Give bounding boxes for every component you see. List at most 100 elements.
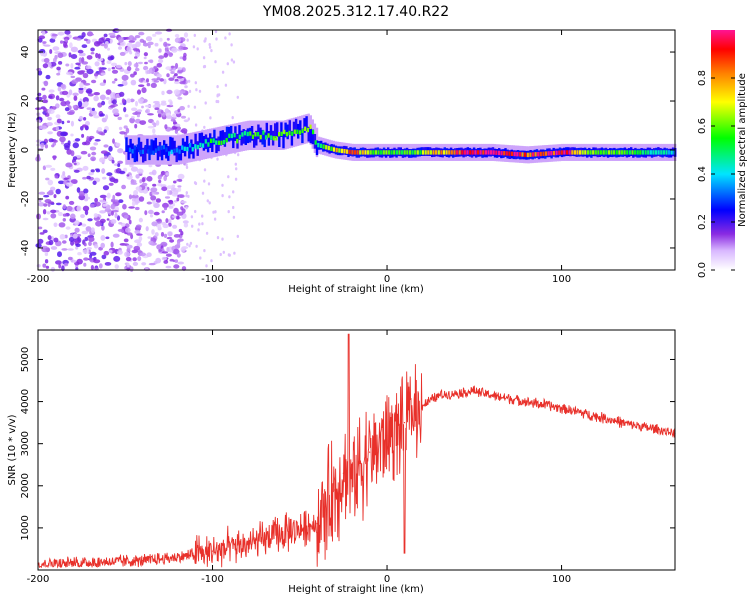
spectrogram-noise-cell [113, 178, 119, 184]
spectrogram-noise-cell [81, 141, 87, 146]
spectrogram-ridge-cell [290, 130, 294, 146]
spectrogram-ridge-cell [483, 148, 486, 158]
spectrogram-noise-cell [132, 48, 140, 51]
spectrogram-noise-cell [113, 255, 121, 262]
spectrogram-noise-cell [134, 67, 140, 72]
spectrogram-noise-cell [136, 233, 143, 236]
spectrogram-noise-cell [93, 244, 99, 249]
spectrogram-noise-cell [73, 95, 78, 101]
spectrogram-ridge-core [215, 140, 218, 145]
spectrogram-noise-cell [168, 222, 172, 227]
spectrogram-noise-cell [148, 164, 153, 168]
spectrogram-noise-cell [86, 247, 93, 250]
spectrogram-noise-cell [108, 145, 113, 152]
spectrogram-noise-cell [153, 211, 160, 216]
spectrogram-ridge-cell [240, 130, 243, 146]
spectrogram-noise-cell [68, 237, 75, 242]
spectrogram-noise-cell [180, 206, 184, 211]
spectrogram-noise-cell [61, 248, 68, 251]
spectrogram-ridge-cell [150, 139, 153, 155]
spectrogram-noise-cell [39, 232, 45, 235]
spectrogram-ridge-cell [244, 130, 247, 145]
spectrogram-noise-cell [174, 81, 180, 85]
spectrogram-ridge-cell [139, 141, 143, 157]
spectrogram-noise-cell [166, 73, 170, 78]
spectrogram-noise-cell [77, 101, 83, 107]
spectrogram-ridge-core [395, 150, 398, 155]
spectrogram-noise-cell [160, 102, 167, 106]
spectrogram-noise-cell [221, 194, 224, 198]
spectrogram-noise-cell [57, 211, 63, 217]
snr-line-layer [37, 333, 676, 569]
spectrogram-noise-cell [231, 116, 234, 120]
spectrogram-ridge-cell [232, 133, 235, 149]
spectrogram-noise-cell [50, 167, 56, 171]
spectrogram-noise-cell [74, 227, 80, 233]
spectrogram-noise-cell [152, 33, 157, 37]
spectrogram-noise-cell [44, 199, 52, 204]
spectrogram-noise-cell [166, 89, 173, 95]
spectrogram-noise-cell [157, 113, 162, 118]
spectrogram-noise-cell [145, 36, 153, 42]
spectrogram-ridge-cell [598, 148, 601, 157]
spectrogram-ridge-core [312, 129, 315, 135]
spectrogram-noise-cell [180, 247, 186, 252]
spectrogram-ridge-core [296, 129, 299, 134]
spectrogram-ridge-cell [525, 150, 528, 160]
spectrogram-noise-cell [130, 166, 139, 172]
spectrogram-noise-cell [119, 91, 125, 97]
x-tick-label: -200 [27, 274, 50, 285]
spectrogram-noise-cell [88, 241, 92, 246]
spectrogram-noise-cell [161, 90, 165, 96]
spectrogram-noise-cell [173, 207, 179, 214]
spectrogram-noise-cell [87, 218, 93, 222]
spectrogram-ridge-cell [257, 124, 260, 140]
spectrogram-noise-cell [148, 44, 151, 49]
colorbar-ticks: 0.0 0.2 0.4 0.6 0.8 [697, 70, 735, 278]
spectrogram-ridge-cell [276, 122, 279, 137]
spectrogram-ridge-core [573, 150, 576, 155]
spectrogram-ridge-core [343, 149, 346, 154]
spectrogram-noise-cell [82, 72, 89, 79]
spectrogram-noise-cell [105, 236, 110, 240]
spectrogram-noise-cell [133, 190, 139, 196]
spectrogram-ridge-cell [175, 147, 178, 163]
spectrogram-noise-cell [119, 51, 126, 56]
spectrogram-noise-cell [221, 237, 224, 241]
spectrogram-noise-cell [176, 76, 184, 79]
spectrogram-noise-cell [194, 209, 197, 214]
spectrogram-noise-cell [214, 210, 217, 214]
snr-panel: -200 -100 0 100 1000 2000 3000 4000 5000 Height… [7, 329, 676, 595]
spectrogram-noise-cell [183, 222, 189, 228]
spectrogram-noise-cell [158, 58, 164, 64]
spectrogram-ridge-cell [278, 132, 281, 147]
spectrogram-noise-cell [66, 71, 73, 76]
colorbar-label: Normalized spectral amplitude [737, 73, 748, 227]
spectrogram-noise-cell [89, 251, 97, 256]
spectrogram-noise-cell [124, 114, 129, 118]
spectrogram-ridge-core [518, 152, 521, 157]
spectrogram-noise-cell [84, 236, 89, 242]
spectrogram-ridge-core [524, 152, 527, 157]
spectrogram-noise-cell [60, 141, 65, 145]
spectrogram-noise-cell [56, 118, 62, 124]
spectrogram-noise-cell [156, 63, 163, 68]
spectrogram-noise-cell [222, 250, 225, 254]
spectrogram-noise-cell [155, 198, 161, 203]
spectrogram-ridge-core [382, 150, 385, 155]
spectrogram-ridge-core [579, 150, 582, 155]
spectrogram-ridge-cell [305, 116, 308, 131]
spectrogram-ridge-core [432, 150, 435, 155]
spectrogram-noise-cell [172, 224, 178, 229]
spectrogram-noise-cell [62, 213, 67, 217]
spectrogram-noise-cell [83, 82, 91, 86]
spectrogram-noise-cell [139, 179, 143, 184]
spectrogram-ridge-core [487, 150, 490, 155]
x-tick-label: 0 [384, 574, 390, 585]
spectrogram-noise-cell [170, 65, 175, 69]
spectrogram-noise-cell [91, 107, 95, 111]
spectrogram-noise-cell [128, 35, 135, 42]
spectrogram-noise-cell [58, 222, 66, 228]
spectrogram-noise-cell [178, 90, 186, 94]
spectrogram-noise-cell [81, 223, 87, 227]
